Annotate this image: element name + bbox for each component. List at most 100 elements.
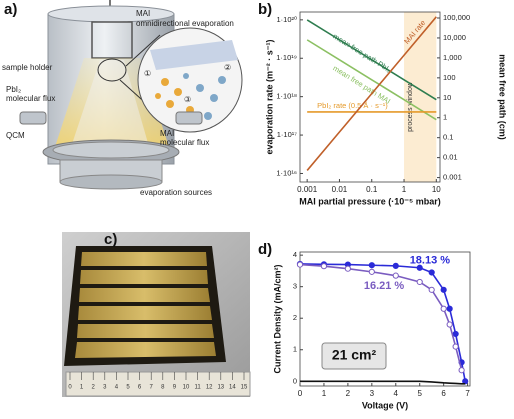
data-point <box>392 272 399 279</box>
y2-tick-label: 0.1 <box>443 133 453 142</box>
ruler-label: 5 <box>126 385 130 391</box>
data-point <box>452 343 459 350</box>
source-ring <box>52 141 170 159</box>
y2-axis-label: mean free path (cm) <box>498 54 508 140</box>
chart-b: process window 0.001 0.01 0.1 1 10 1·10¹⁶ 1·10¹… <box>264 11 508 206</box>
data-point <box>416 264 423 271</box>
annotation: 21 cm² <box>332 347 377 363</box>
data-point <box>296 261 304 268</box>
series-line <box>306 16 437 171</box>
label: omnidirectional evaporation <box>136 19 234 28</box>
y-tick-label: 2 <box>293 313 297 322</box>
ruler-label: 0 <box>68 385 72 391</box>
data-point <box>458 367 465 374</box>
y2-tick-label: 100,000 <box>443 13 470 22</box>
panel-letter: d) <box>258 241 272 258</box>
ruler-label: 9 <box>173 385 177 391</box>
x-tick-label: 0 <box>298 389 303 398</box>
panel-c: 0 1 2 3 4 5 6 7 8 9 10 11 12 13 14 15 c) <box>62 231 251 397</box>
y-tick-label: 4 <box>293 250 297 259</box>
zoom-line <box>125 34 161 67</box>
data-point <box>446 321 453 328</box>
y-tick-label: 1·10²⁰ <box>276 15 297 24</box>
y-tick-label: 0 <box>293 376 297 385</box>
label: MAI <box>136 9 150 18</box>
panel-letter: c) <box>104 231 117 248</box>
ruler-label: 2 <box>92 385 96 391</box>
x-tick-label: 2 <box>346 389 351 398</box>
data-point <box>368 262 375 269</box>
x-tick-label: 4 <box>394 389 399 398</box>
y2-tick-label: 1,000 <box>443 53 462 62</box>
circled-number: ① <box>144 69 151 78</box>
y-axis-label: Current Density (mA/cm²) <box>272 264 282 373</box>
y-tick-label: 3 <box>293 282 297 291</box>
label: molecular flux <box>160 138 209 147</box>
ruler-label: 11 <box>194 385 201 391</box>
qcm-device <box>19 111 47 125</box>
zoom-spot <box>97 58 127 82</box>
ruler-label: 8 <box>161 385 165 391</box>
ruler-label: 14 <box>229 385 236 391</box>
x-tick-label: 1 <box>322 389 327 398</box>
ruler-label: 4 <box>115 385 119 391</box>
label: molecular flux <box>6 94 55 103</box>
ruler <box>65 371 251 397</box>
y-tick-label: 1·10¹⁹ <box>276 53 297 62</box>
ruler-label: 3 <box>103 385 107 391</box>
chart-d: 0 1 2 3 4 5 6 7 0 1 2 3 4 Voltage (V) Current Density … <box>272 250 471 410</box>
x-tick-label: 7 <box>465 389 470 398</box>
circled-number: ② <box>224 63 231 72</box>
ruler-label: 6 <box>138 385 142 391</box>
data-point <box>392 262 399 269</box>
y2-tick-label: 10,000 <box>443 33 466 42</box>
label: QCM <box>6 131 25 140</box>
plot-frame <box>299 251 471 387</box>
ruler-label: 13 <box>217 385 224 391</box>
y2-tick-label: 100 <box>443 73 456 82</box>
ruler-ticks: 0 1 2 3 4 5 6 7 8 9 10 11 12 13 14 15 <box>68 372 248 391</box>
ruler-label: 1 <box>80 385 84 391</box>
ruler-label: 15 <box>241 385 248 391</box>
series-line <box>306 19 437 101</box>
series-line <box>299 263 466 382</box>
x-tick-label: 0.001 <box>297 185 318 194</box>
ruler-label: 10 <box>183 385 190 391</box>
ruler-label: 7 <box>150 385 154 391</box>
data-point <box>428 286 435 293</box>
x-tick-label: 3 <box>370 389 375 398</box>
y-axis-label: evaporation rate (m⁻² · s⁻¹) <box>264 39 274 154</box>
y-tick-label: 1·10¹⁷ <box>277 130 298 139</box>
series-line <box>300 380 466 385</box>
substrate <box>150 40 238 70</box>
circled-number: ③ <box>184 95 191 104</box>
data-point <box>368 268 375 275</box>
label: PbI₂ <box>6 85 21 94</box>
data-point <box>344 265 351 272</box>
module-stripes <box>75 252 216 358</box>
data-point <box>446 305 453 312</box>
label: MAI <box>160 129 174 138</box>
x-tick-label: 10 <box>432 185 441 194</box>
annotation-box <box>321 342 387 370</box>
data-point <box>428 269 435 276</box>
series-line <box>306 39 437 121</box>
y2-tick-label: 0.001 <box>443 173 462 182</box>
y-tick-label: 1 <box>293 345 297 354</box>
y2-tick-label: 1 <box>443 113 447 122</box>
data-point <box>416 278 423 286</box>
x-tick-label: 5 <box>417 389 422 398</box>
x-tick-label: 0.1 <box>366 185 378 194</box>
y-tick-label: 1·10¹⁸ <box>276 92 297 101</box>
panel-letter: b) <box>258 1 272 18</box>
qcm-device <box>175 111 203 125</box>
panel-letter: a) <box>4 1 17 18</box>
series-label: PbI₂ rate (0.5 Å · s⁻¹) <box>317 101 388 110</box>
y-tick-label: 1·10¹⁶ <box>276 168 297 177</box>
x-tick-label: 1 <box>402 185 407 194</box>
shaded-label: process window <box>407 81 414 132</box>
label: evaporation sources <box>140 188 212 197</box>
data-point <box>462 378 469 385</box>
